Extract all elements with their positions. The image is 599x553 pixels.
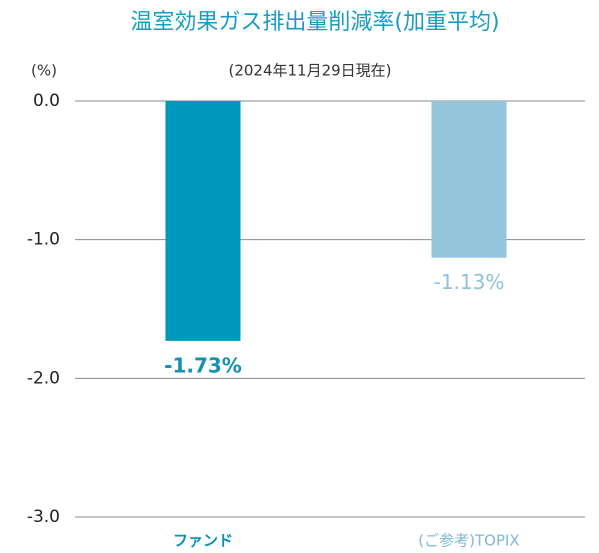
value-label: -1.13%: [434, 270, 505, 294]
x-tick-label: ファンド: [173, 532, 233, 550]
bar: [431, 101, 507, 258]
chart-title: 温室効果ガス排出量削減率(加重平均): [130, 10, 499, 35]
y-tick-label: -3.0: [27, 507, 60, 527]
value-label: -1.73%: [164, 353, 242, 377]
chart-subtitle: (2024年11月29日現在): [228, 62, 391, 80]
y-tick-label: -2.0: [27, 368, 60, 388]
y-tick-label: 0.0: [33, 91, 60, 111]
x-tick-label: (ご参考)TOPIX: [418, 532, 519, 550]
bar: [165, 101, 241, 341]
y-tick-label: -1.0: [27, 230, 60, 250]
y-axis-label: (%): [31, 62, 57, 80]
